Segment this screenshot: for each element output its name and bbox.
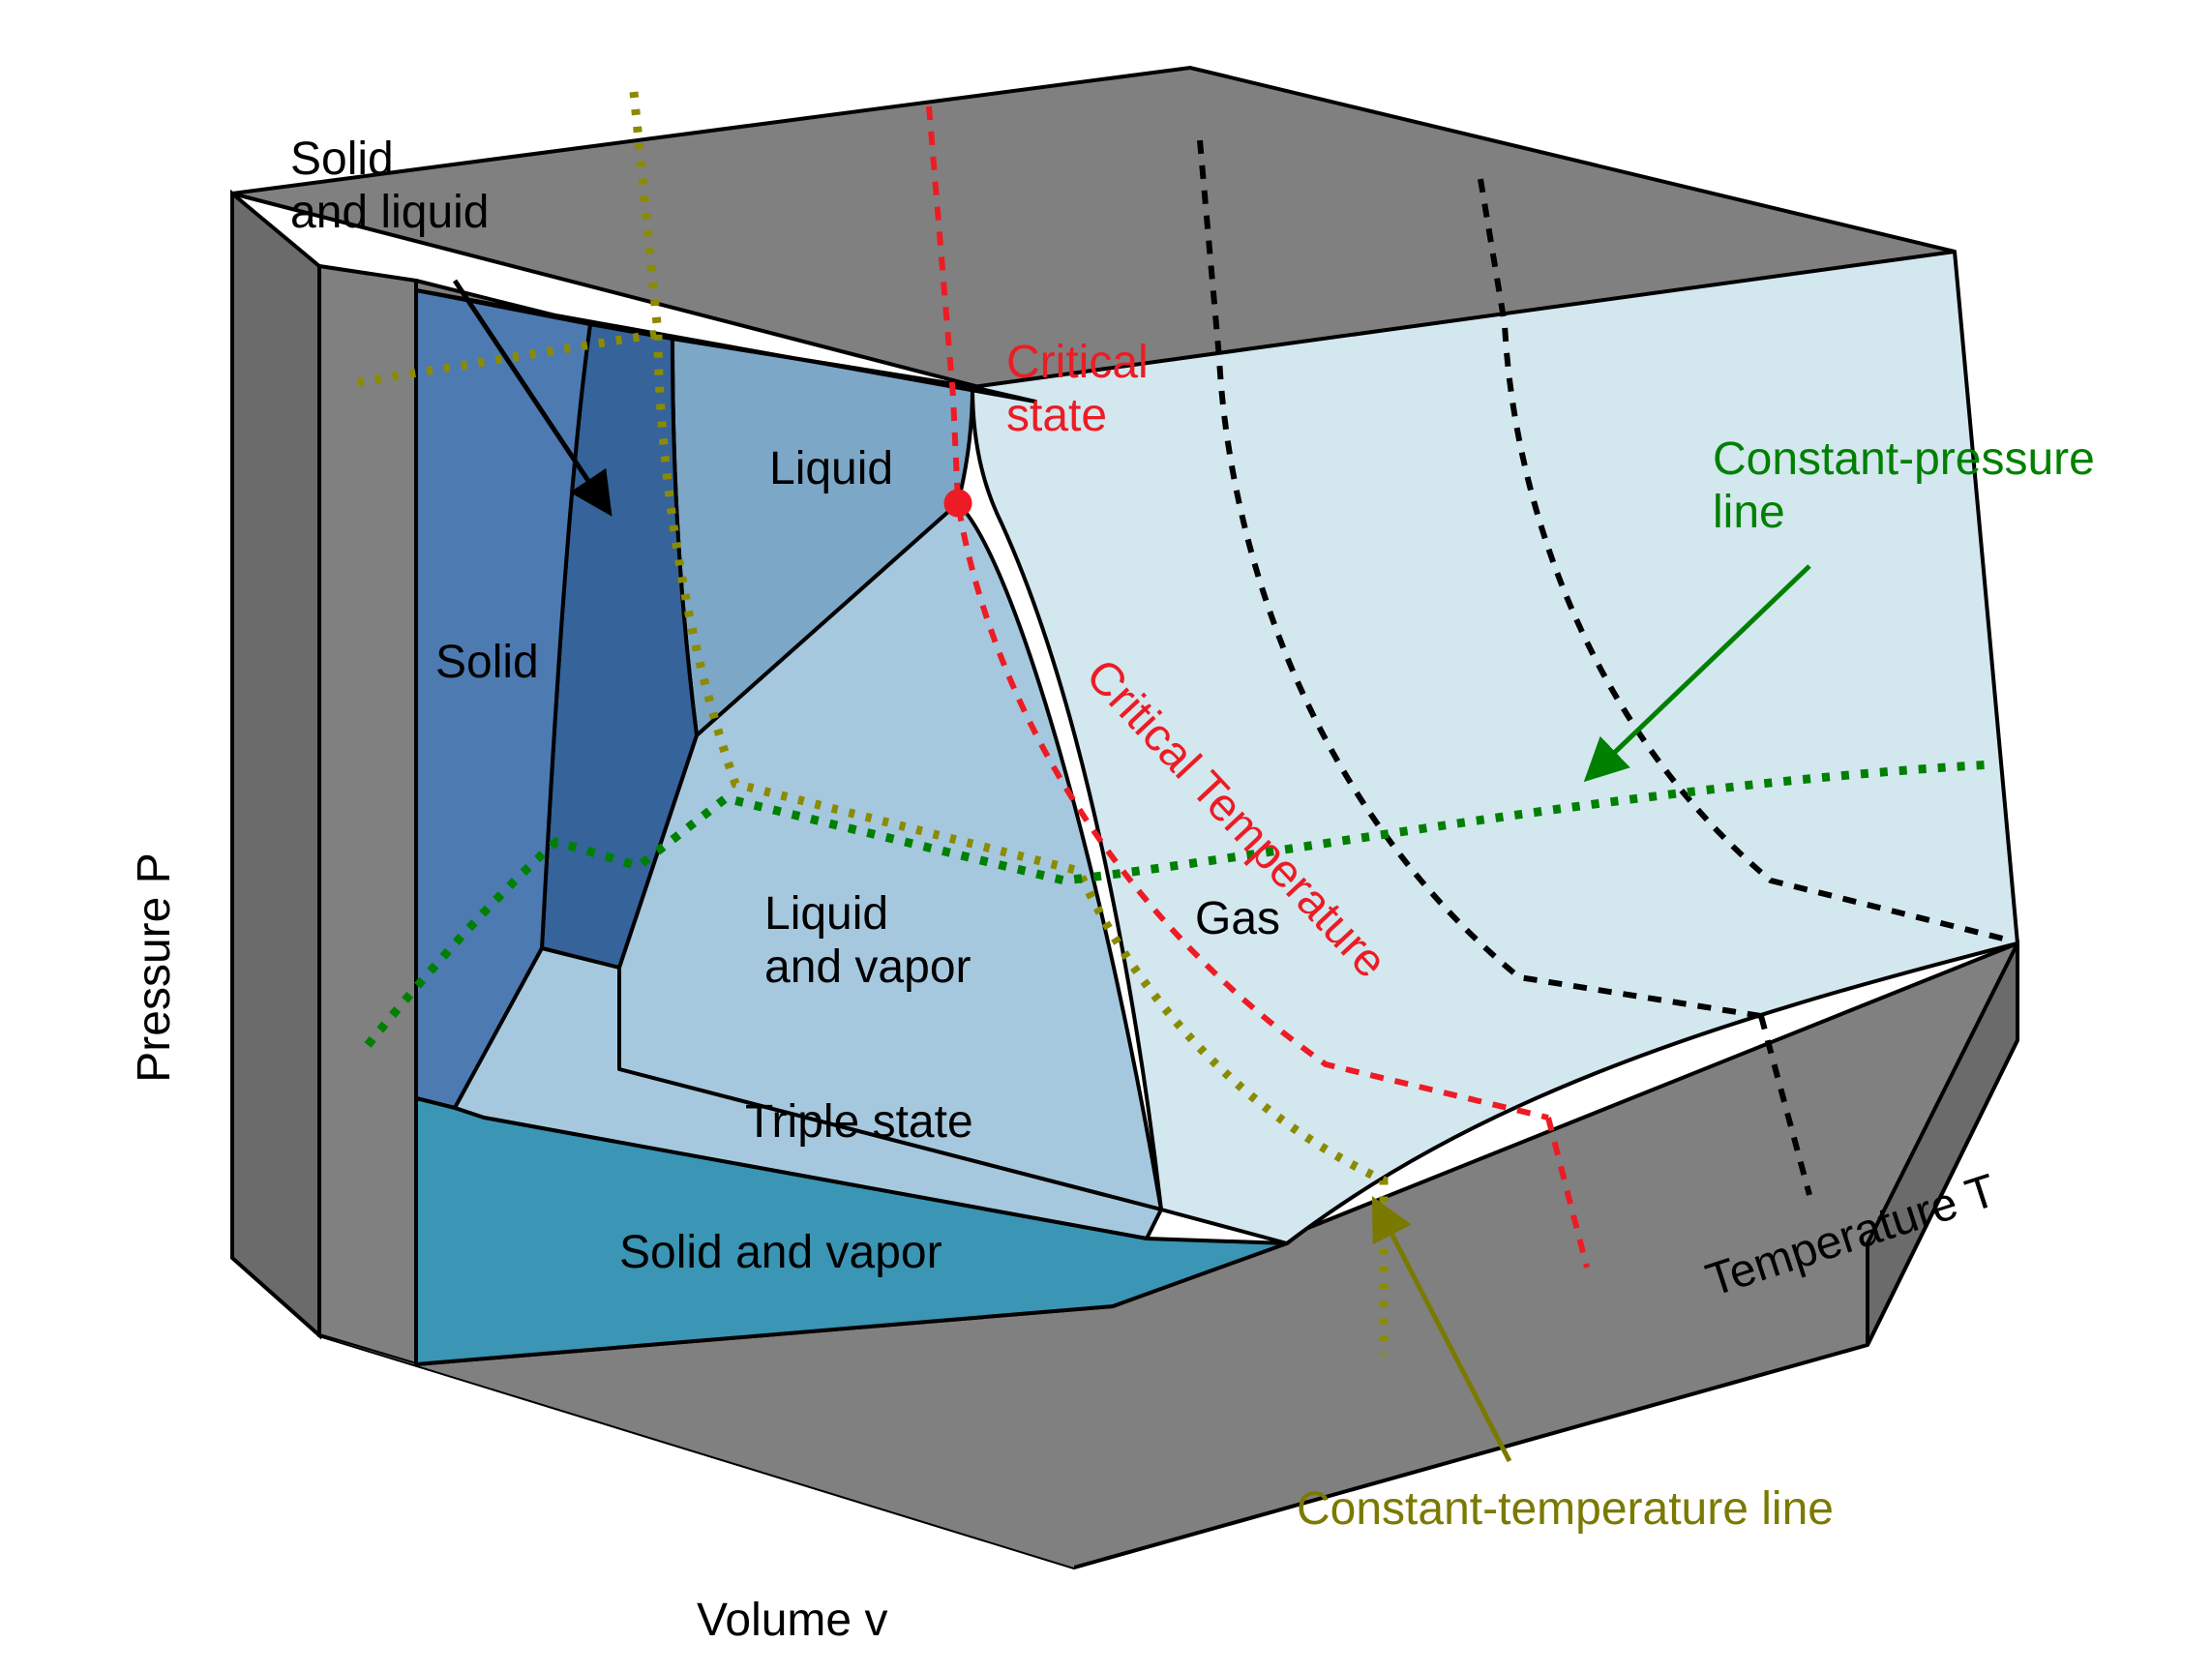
axis-pressure-label: Pressure P bbox=[129, 852, 180, 1082]
label-liquid: Liquid bbox=[769, 443, 893, 494]
label-gas: Gas bbox=[1195, 893, 1280, 944]
label-solid-vapor: Solid and vapor bbox=[619, 1227, 942, 1278]
label-triple: Triple state bbox=[745, 1096, 973, 1148]
frame-left-inner bbox=[319, 266, 416, 1364]
label-solid-liquid-l2: and liquid bbox=[290, 187, 490, 238]
label-constant-pressure-l1: Constant-pressure bbox=[1713, 433, 2095, 485]
label-critical-state-l1: Critical bbox=[1006, 337, 1149, 388]
label-liquid-vapor-l2: and vapor bbox=[764, 941, 971, 993]
frame-left-outer bbox=[232, 194, 319, 1335]
label-solid: Solid bbox=[435, 637, 539, 688]
label-solid-liquid-l1: Solid bbox=[290, 134, 394, 185]
label-constant-temperature: Constant-temperature line bbox=[1297, 1483, 1834, 1535]
label-constant-pressure-l2: line bbox=[1713, 487, 1785, 538]
label-critical-state-l2: state bbox=[1006, 390, 1107, 441]
axis-volume-label: Volume v bbox=[697, 1595, 887, 1646]
pvt-phase-diagram: Pressure P Volume v Temperature T Solid … bbox=[0, 0, 2212, 1673]
label-liquid-vapor-l1: Liquid bbox=[764, 888, 888, 940]
